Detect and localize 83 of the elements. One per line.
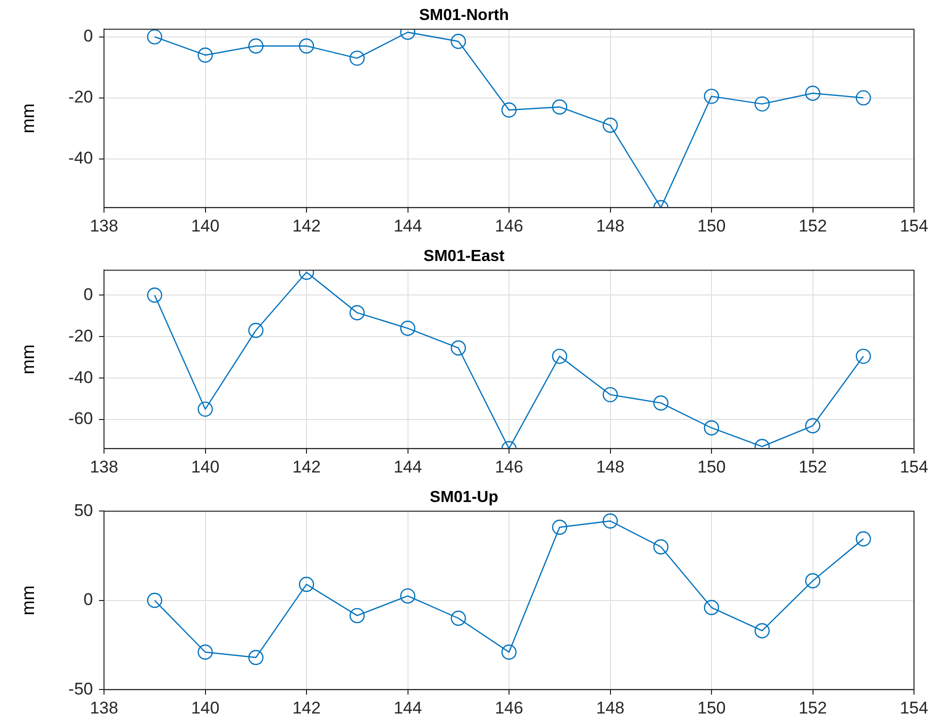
x-tick-label: 140 xyxy=(191,698,220,718)
point xyxy=(602,387,618,402)
x-tick-label: 154 xyxy=(900,457,928,476)
y-tick-label: -40 xyxy=(68,368,93,387)
point xyxy=(704,88,720,104)
x-tick-label: 154 xyxy=(900,698,928,718)
chart-title: SM01-East xyxy=(424,248,506,266)
point xyxy=(856,348,871,364)
y-tick-label: -20 xyxy=(68,88,93,107)
x-tick-label: 144 xyxy=(394,698,422,718)
x-tick-label: 142 xyxy=(292,698,321,718)
x-tick-label: 140 xyxy=(191,457,220,476)
point xyxy=(198,48,213,63)
point xyxy=(754,623,770,638)
point xyxy=(653,539,668,554)
x-tick-label: 138 xyxy=(90,216,118,236)
y-axis-title: mm xyxy=(18,103,38,134)
point xyxy=(298,38,314,54)
y-tick-label: 0 xyxy=(84,284,93,304)
point xyxy=(350,305,365,320)
point xyxy=(856,531,871,546)
point xyxy=(805,86,820,101)
x-tick-label: 150 xyxy=(697,698,726,718)
point xyxy=(298,576,314,592)
point xyxy=(602,118,618,133)
point xyxy=(350,608,365,624)
point xyxy=(552,520,568,535)
y-axis-title: mm xyxy=(18,585,38,616)
point xyxy=(147,592,162,608)
x-tick-label: 138 xyxy=(90,698,118,718)
x-tick-label: 140 xyxy=(191,216,220,236)
x-tick-label: 154 xyxy=(900,216,928,236)
point xyxy=(602,513,618,529)
y-tick-label: -50 xyxy=(68,679,93,698)
point xyxy=(147,287,162,303)
chart-title: SM01-Up xyxy=(430,489,498,506)
x-tick-label: 152 xyxy=(798,216,827,236)
point xyxy=(501,644,517,660)
point xyxy=(248,650,264,666)
x-tick-label: 148 xyxy=(596,457,624,476)
x-tick-label: 148 xyxy=(596,216,624,236)
point xyxy=(450,34,466,49)
point xyxy=(248,322,264,338)
point xyxy=(147,29,162,44)
point xyxy=(501,102,517,118)
point xyxy=(400,588,416,604)
x-tick-label: 144 xyxy=(394,216,422,236)
point xyxy=(704,420,720,436)
point xyxy=(805,418,820,434)
point xyxy=(653,395,668,411)
y-tick-label: -20 xyxy=(68,326,93,346)
x-tick-label: 152 xyxy=(798,457,827,476)
point xyxy=(248,38,264,54)
y-tick-label: 50 xyxy=(74,500,93,520)
x-tick-label: 152 xyxy=(798,698,827,718)
point xyxy=(856,90,871,106)
x-tick-label: 150 xyxy=(697,216,726,236)
x-tick-label: 148 xyxy=(596,698,624,718)
point xyxy=(754,96,770,112)
x-tick-label: 142 xyxy=(292,457,321,476)
point xyxy=(805,573,820,588)
y-tick-label: 0 xyxy=(84,26,93,46)
x-tick-label: 142 xyxy=(292,216,321,236)
y-tick-label: -40 xyxy=(68,148,93,168)
chart-title: SM01-North xyxy=(419,7,509,24)
x-tick-label: 146 xyxy=(494,698,524,718)
point xyxy=(198,644,213,660)
x-tick-label: 146 xyxy=(494,457,524,476)
x-tick-label: 144 xyxy=(394,457,422,476)
y-axis-title: mm xyxy=(18,344,38,374)
point xyxy=(704,600,720,616)
point xyxy=(450,610,466,626)
x-tick-label: 150 xyxy=(697,457,726,476)
point xyxy=(350,50,365,66)
y-tick-label: 0 xyxy=(84,590,93,610)
point xyxy=(198,402,213,417)
point xyxy=(450,340,466,356)
point xyxy=(552,348,568,364)
point xyxy=(400,320,416,336)
x-tick-label: 146 xyxy=(494,216,524,236)
y-tick-label: -60 xyxy=(68,409,93,428)
point xyxy=(552,99,568,115)
x-tick-label: 138 xyxy=(90,457,118,476)
